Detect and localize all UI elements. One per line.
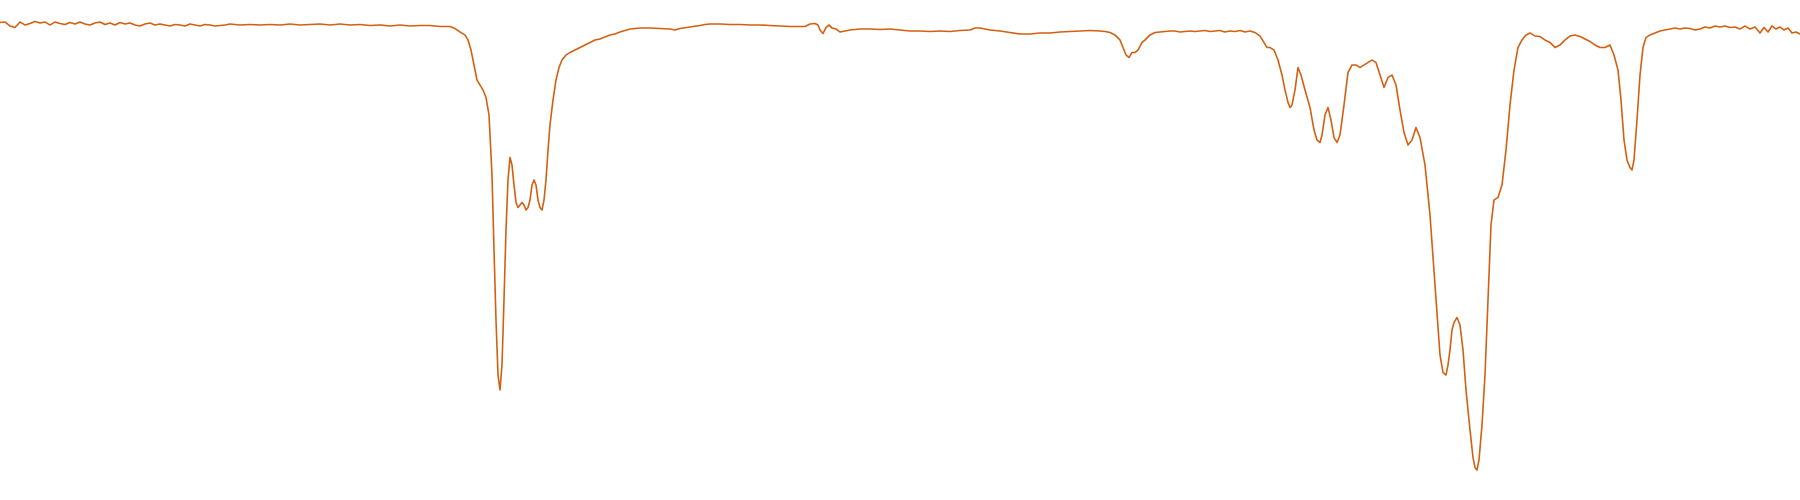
series-line-0 [0, 20, 1800, 471]
series-layer [0, 20, 1800, 471]
